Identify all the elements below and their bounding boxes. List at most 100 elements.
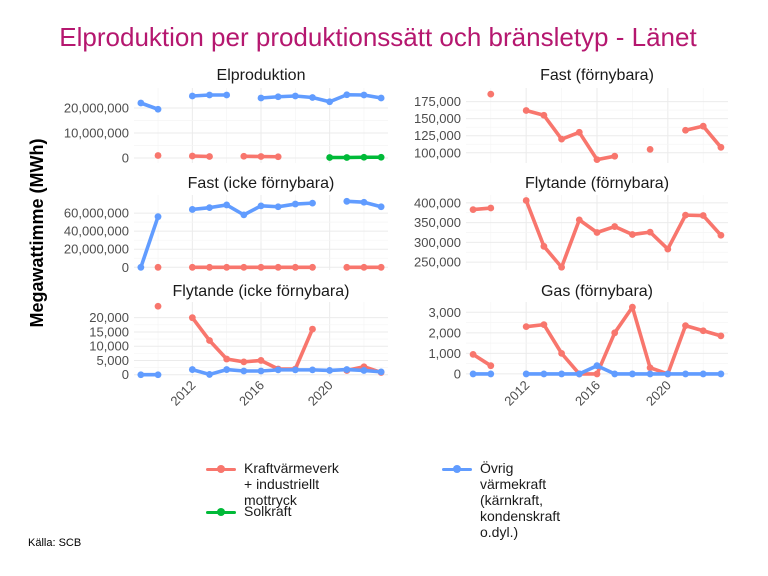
y-axis-label: Megawattimme (MWh) [27, 138, 47, 327]
data-point-ovrig [646, 370, 654, 378]
panel-title: Fast (förnybara) [540, 67, 654, 84]
data-point-ovrig [309, 366, 316, 374]
series-line-kraft [524, 198, 723, 270]
data-point-kraft [487, 362, 495, 370]
data-point-ovrig [593, 362, 601, 370]
data-point-kraft [154, 152, 162, 159]
data-point-kraft [487, 204, 495, 212]
data-point-ovrig [558, 370, 565, 378]
data-point-kraft [223, 263, 231, 271]
y-tick-label: 0 [454, 366, 461, 381]
y-tick-label: 0 [122, 260, 129, 275]
panel-title: Flytande (förnybara) [525, 175, 669, 192]
data-point-ovrig [274, 203, 282, 211]
y-tick-label: 300,000 [414, 235, 461, 250]
data-point-kraft [188, 152, 196, 160]
data-point-ovrig [326, 367, 334, 374]
data-point-ovrig [257, 367, 265, 375]
data-point-kraft [274, 263, 282, 271]
series-line-ovrig [190, 367, 383, 377]
data-point-kraft [469, 350, 477, 358]
data-point-ovrig [487, 370, 495, 378]
data-point-ovrig [274, 93, 282, 101]
data-point-kraft [558, 135, 565, 143]
legend-key-kraft [204, 460, 238, 478]
data-point-kraft [206, 153, 213, 160]
data-point-ovrig [522, 370, 530, 378]
data-point-kraft [699, 212, 707, 219]
data-point-sol [326, 154, 334, 161]
x-tick-label: 2020 [643, 378, 674, 409]
series-line-kraft [524, 108, 617, 162]
panel-2: 100,000 125,000 150,000 175,000 Fast (förnyb… [414, 67, 728, 163]
y-tick-label: 400,000 [414, 195, 461, 210]
data-point-ovrig [377, 203, 385, 211]
panel-title: Gas (förnybara) [541, 283, 653, 300]
x-tick-label: 2016 [236, 378, 267, 409]
series-line-ovrig [524, 363, 723, 376]
data-point-kraft [257, 153, 265, 160]
y-tick-label: 15,000 [89, 324, 129, 339]
data-point-kraft [274, 153, 282, 161]
data-point-ovrig [206, 371, 213, 378]
y-tick-label: 20,000,000 [64, 101, 129, 116]
y-tick-label: 10,000 [89, 339, 129, 354]
data-point-kraft [240, 358, 248, 366]
y-tick-label: 5,000 [96, 353, 129, 368]
data-point-kraft [717, 332, 725, 340]
legend-item-ovrig: Övrig värmekraft (kärnkraft, kondenskraf… [440, 460, 560, 540]
panel-6: 0 1,000 2,000 3,000 Gas (förnybara) 2012 2016 2… [428, 283, 728, 409]
data-point-ovrig [629, 370, 636, 378]
data-point-ovrig [188, 366, 196, 373]
data-point-kraft [206, 263, 213, 271]
data-point-ovrig [188, 206, 196, 213]
data-point-kraft [540, 242, 548, 250]
data-point-ovrig [291, 200, 299, 208]
data-point-kraft [154, 263, 162, 271]
y-tick-label: 1,000 [428, 346, 461, 361]
data-point-ovrig [343, 197, 351, 205]
data-point-kraft [154, 302, 162, 310]
data-point-kraft [629, 303, 636, 311]
data-point-ovrig [137, 263, 145, 271]
facet-panels: 0 10,000,000 20,000,000 Elproduktion 100,000… [64, 67, 728, 409]
data-point-ovrig [206, 91, 213, 99]
y-tick-label: 40,000,000 [64, 224, 129, 239]
data-point-ovrig [699, 370, 707, 378]
data-point-ovrig [377, 368, 385, 376]
data-point-kraft [682, 322, 689, 330]
panel-1: 0 10,000,000 20,000,000 Elproduktion [64, 67, 388, 166]
data-point-kraft [611, 329, 619, 337]
data-point-kraft [646, 145, 654, 153]
data-point-kraft [593, 229, 601, 236]
y-tick-label: 60,000,000 [64, 206, 129, 221]
data-point-kraft [682, 211, 689, 219]
data-point-ovrig [154, 105, 162, 113]
data-point-ovrig [154, 213, 162, 221]
legend-key-sol [204, 503, 238, 521]
data-point-kraft [469, 206, 477, 214]
panel-title: Elproduktion [217, 67, 306, 84]
data-point-ovrig [309, 94, 316, 101]
data-point-ovrig [223, 366, 231, 373]
data-point-ovrig [291, 92, 299, 100]
data-point-ovrig [257, 202, 265, 210]
chart-title: Elproduktion per produktionssätt och brä… [59, 22, 697, 52]
data-point-kraft [540, 321, 548, 329]
data-point-ovrig [137, 371, 145, 379]
y-tick-label: 10,000,000 [64, 126, 129, 141]
y-tick-label: 0 [122, 151, 129, 166]
data-point-ovrig [240, 211, 248, 219]
panel-3: 0 20,000,000 40,000,000 60,000,000 Fast (ick… [64, 175, 388, 275]
data-point-kraft [646, 364, 654, 372]
data-point-ovrig [360, 367, 368, 374]
data-point-kraft [699, 122, 707, 130]
legend-label-kraft: Kraftvärmeverk + industriellt mottryck [244, 460, 339, 508]
x-tick-label: 2012 [167, 378, 198, 409]
data-point-sol [360, 153, 368, 161]
data-point-ovrig [291, 366, 299, 374]
data-point-kraft [257, 263, 265, 271]
x-tick-label: 2020 [305, 378, 336, 409]
data-point-ovrig [575, 370, 583, 378]
